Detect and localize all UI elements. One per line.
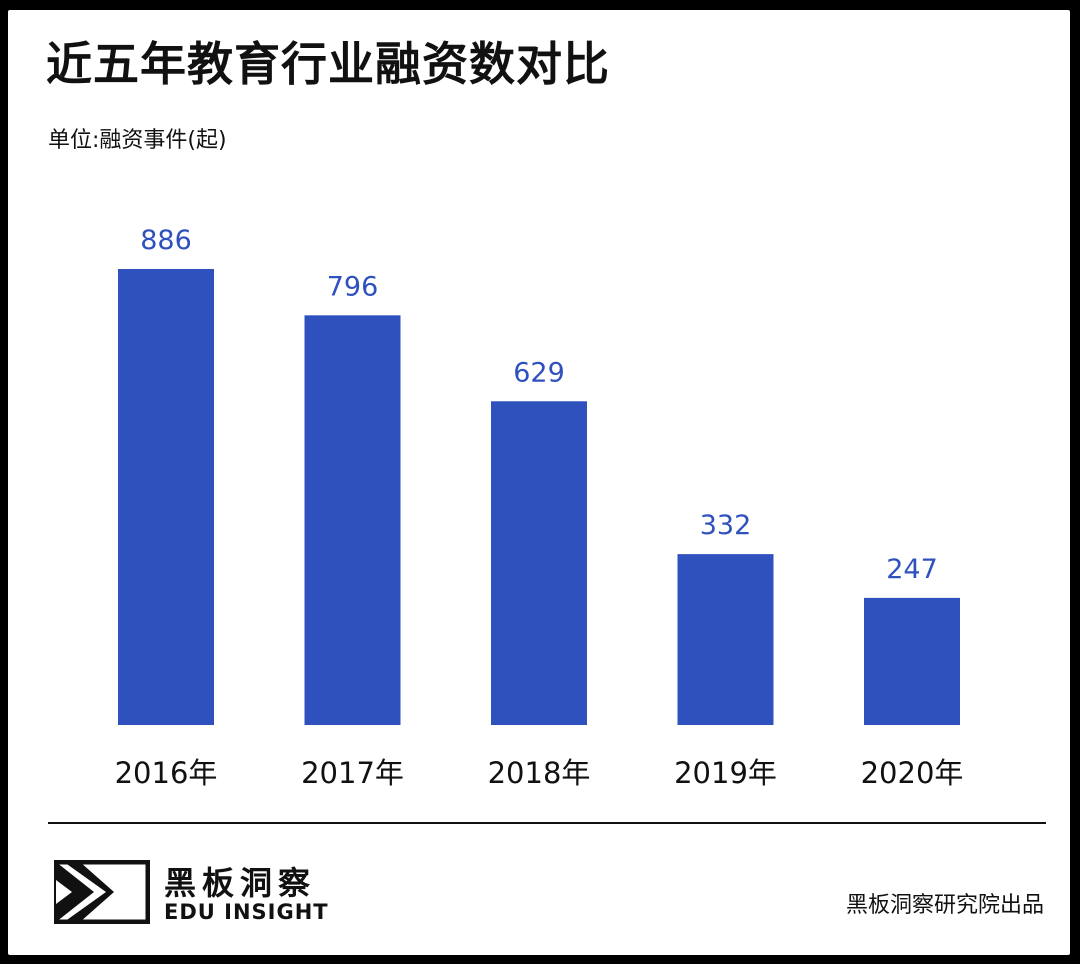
- source-credit: 黑板洞察研究院出品: [845, 893, 1044, 918]
- x-tick-label: 2016年: [115, 756, 218, 790]
- data-label: 247: [886, 554, 938, 585]
- x-tick-label: 2017年: [301, 756, 404, 790]
- data-label: 886: [140, 225, 192, 256]
- unit-label: 单位:融资事件(起): [48, 128, 227, 153]
- brand-name-en: EDU INSIGHT: [164, 900, 329, 924]
- data-label: 332: [700, 510, 752, 541]
- x-tick-label: 2018年: [488, 756, 591, 790]
- chart-title: 近五年教育行业融资数对比: [46, 37, 610, 91]
- x-tick-label: 2019年: [674, 756, 777, 790]
- edu-insight-logo-icon: [54, 860, 150, 924]
- bar-chart: 886 2016年 796 2017年 629 2018年 332 2019年 247 2020年: [115, 225, 964, 790]
- bar-2020年: [864, 597, 960, 725]
- bar-2017年: [304, 315, 401, 725]
- footer-divider: [48, 822, 1046, 824]
- bar-2018年: [491, 401, 587, 725]
- data-label: 796: [327, 271, 379, 302]
- brand-name-cn: 黑板洞察: [164, 864, 317, 902]
- bar-2019年: [677, 554, 774, 725]
- x-tick-label: 2020年: [861, 756, 964, 790]
- chart-card: 近五年教育行业融资数对比 单位:融资事件(起) 886 2016年 796 2017年…: [8, 10, 1070, 955]
- bar-2016年: [118, 269, 214, 725]
- data-label: 629: [513, 357, 565, 388]
